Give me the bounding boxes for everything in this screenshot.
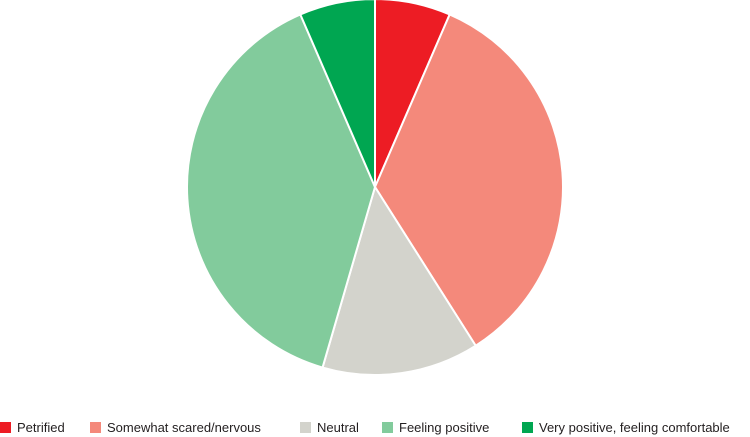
legend: Petrified Somewhat scared/nervous Neutra… bbox=[0, 420, 750, 437]
legend-swatch bbox=[0, 422, 11, 433]
legend-item-feeling-positive: Feeling positive bbox=[382, 420, 489, 435]
pie-chart bbox=[186, 0, 564, 376]
legend-label: Very positive, feeling comfortable bbox=[539, 420, 730, 435]
legend-item-neutral: Neutral bbox=[300, 420, 359, 435]
legend-item-somewhat-scared: Somewhat scared/nervous bbox=[90, 420, 261, 435]
legend-swatch bbox=[382, 422, 393, 433]
legend-label: Neutral bbox=[317, 420, 359, 435]
pie-slice-neutral bbox=[321, 186, 477, 376]
pie-slice-feeling-positive bbox=[186, 13, 376, 369]
pie-slice-very-positive-feeling-comfortable bbox=[299, 0, 376, 188]
legend-swatch bbox=[90, 422, 101, 433]
legend-item-petrified: Petrified bbox=[0, 420, 65, 435]
pie-slices bbox=[186, 0, 564, 376]
legend-item-very-positive: Very positive, feeling comfortable bbox=[522, 420, 730, 435]
legend-swatch bbox=[522, 422, 533, 433]
pie-slice-somewhat-scared-nervous bbox=[374, 13, 564, 347]
legend-label: Feeling positive bbox=[399, 420, 490, 435]
legend-swatch bbox=[300, 422, 311, 433]
legend-label: Somewhat scared/nervous bbox=[107, 420, 261, 435]
legend-label: Petrified bbox=[17, 420, 65, 435]
